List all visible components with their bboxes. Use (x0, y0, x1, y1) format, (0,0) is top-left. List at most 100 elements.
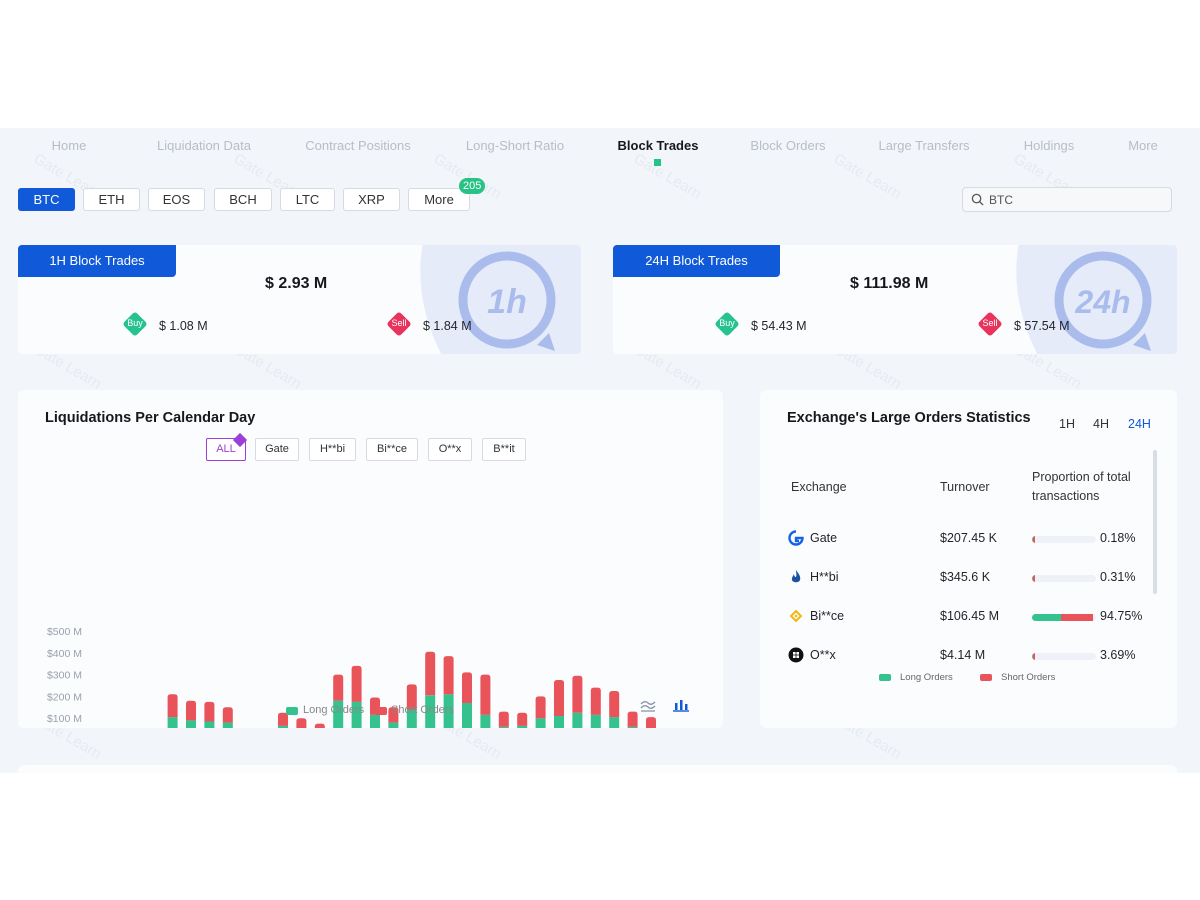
legend-short-label: Short Orders (1001, 672, 1056, 683)
binance-logo-icon (789, 609, 803, 623)
clock-label: 1h (487, 283, 527, 321)
buy-tag-label: Buy (719, 318, 735, 328)
exchange-name: Bi**ce (810, 609, 845, 623)
y-tick-label: $100 M (47, 713, 82, 725)
legend-short-swatch (980, 674, 992, 681)
nav-liquidation-data[interactable]: Liquidation Data (157, 138, 251, 153)
tab-24h-block-trades[interactable]: 24H Block Trades (613, 245, 780, 277)
table-row[interactable]: H**bi $345.6 K 0.31% (760, 565, 1160, 589)
bar-long (278, 725, 288, 728)
okx-logo-icon (788, 647, 804, 663)
table-row[interactable]: Gate $207.45 K 0.18% (760, 526, 1160, 550)
table-scrollbar[interactable] (1153, 450, 1157, 594)
coin-eth-button[interactable]: ETH (83, 188, 140, 211)
total-24h-value: $ 111.98 M (850, 275, 929, 292)
bar-long (609, 717, 620, 728)
huobi-logo-icon (791, 570, 801, 583)
search-box[interactable] (962, 187, 1172, 212)
clock-1h-icon: 1h (420, 245, 581, 354)
legend-long-swatch (879, 674, 891, 681)
period-1h-tab[interactable]: 1H (1059, 417, 1075, 431)
table-row[interactable]: O**x $4.14 M 3.69% (760, 643, 1160, 667)
tab-1h-block-trades[interactable]: 1H Block Trades (18, 245, 176, 277)
bar-long (204, 721, 215, 728)
nav-large-transfers[interactable]: Large Transfers (878, 138, 970, 153)
line-chart-icon[interactable] (640, 698, 656, 712)
clock-label: 24h (1074, 284, 1130, 320)
bar-long (517, 725, 528, 728)
bar-short (535, 696, 546, 719)
bar-short (646, 717, 656, 728)
bar-short (388, 707, 399, 723)
coin-bch-button[interactable]: BCH (214, 188, 272, 211)
legend-short-label: Short Orders (391, 704, 454, 716)
bar-short (167, 694, 178, 718)
bar-short (296, 718, 307, 728)
filter-okx-button[interactable]: O**x (428, 438, 472, 461)
filter-binance-button[interactable]: Bi**ce (366, 438, 418, 461)
app-frame: Gate Learn Gate Learn Gate Learn Gate Le… (0, 128, 1200, 773)
top-nav: Home Liquidation Data Contract Positions… (0, 128, 1200, 168)
filter-bybit-button[interactable]: B**it (482, 438, 526, 461)
bar-short (333, 674, 344, 701)
sell-1h-value: $ 1.84 M (423, 319, 472, 333)
bar-short (425, 651, 436, 696)
table-row[interactable]: Bi**ce $106.45 M 94.75% (760, 604, 1160, 628)
search-input[interactable] (989, 190, 1165, 209)
nav-block-trades[interactable]: Block Trades (617, 138, 699, 153)
bar-short (480, 674, 491, 715)
period-24h-tab[interactable]: 24H (1128, 417, 1151, 431)
bar-short (590, 687, 601, 715)
nav-long-short-ratio[interactable]: Long-Short Ratio (465, 138, 565, 153)
exchange-stats-panel: Exchange's Large Orders Statistics 1H 4H… (760, 390, 1177, 728)
bar-short (351, 665, 362, 702)
legend-long-label: Long Orders (900, 672, 953, 683)
filter-gate-button[interactable]: Gate (255, 438, 299, 461)
proportion-bar (1032, 575, 1096, 582)
coin-more-button[interactable]: More (408, 188, 470, 211)
bar-long (572, 712, 583, 728)
bar-long (370, 714, 380, 728)
bar-long (425, 695, 436, 728)
bar-long (498, 726, 509, 728)
clock-24h-icon: 24h (1016, 245, 1177, 354)
legend-long-label: Long Orders (303, 704, 365, 716)
coin-xrp-button[interactable]: XRP (343, 188, 400, 211)
exchange-proportion: 0.18% (1100, 531, 1136, 545)
bar-chart-icon[interactable] (673, 698, 689, 712)
y-tick-label: $300 M (47, 670, 82, 682)
period-4h-tab[interactable]: 4H (1093, 417, 1109, 431)
bar-short (443, 656, 454, 695)
bar-short (222, 707, 233, 723)
y-tick-label: $200 M (47, 691, 82, 703)
exchange-proportion: 3.69% (1100, 648, 1136, 662)
bar-short (186, 700, 196, 721)
nav-more[interactable]: More (1128, 138, 1158, 153)
gate-logo-icon (788, 530, 804, 546)
bar-long (186, 720, 196, 728)
liquidations-panel: Liquidations Per Calendar Day ALL Gate H… (18, 390, 723, 728)
exchange-proportion: 0.31% (1100, 570, 1136, 584)
legend-short-swatch (375, 707, 387, 715)
nav-home[interactable]: Home (51, 138, 87, 153)
coin-eos-button[interactable]: EOS (148, 188, 205, 211)
bar-long (535, 718, 546, 728)
bar-long (590, 714, 601, 728)
nav-holdings[interactable]: Holdings (1023, 138, 1075, 153)
filter-huobi-button[interactable]: H**bi (309, 438, 356, 461)
bar-long (222, 722, 233, 728)
total-1h-value: $ 2.93 M (265, 275, 328, 292)
coin-btc-button[interactable]: BTC (18, 188, 75, 211)
bar-short (554, 680, 564, 717)
nav-contract-positions[interactable]: Contract Positions (305, 138, 411, 153)
coin-ltc-button[interactable]: LTC (280, 188, 335, 211)
exchange-turnover: $106.45 M (940, 609, 1000, 623)
header-proportion: Proportion of total transactions (1032, 470, 1131, 503)
active-nav-indicator (654, 159, 661, 166)
header-exchange: Exchange (791, 480, 847, 494)
buy-24h-value: $ 54.43 M (751, 319, 807, 333)
exchange-stats-title: Exchange's Large Orders Statistics (787, 410, 1031, 426)
nav-block-orders[interactable]: Block Orders (750, 138, 826, 153)
bar-short (498, 711, 509, 727)
exchange-name: O**x (810, 648, 836, 662)
